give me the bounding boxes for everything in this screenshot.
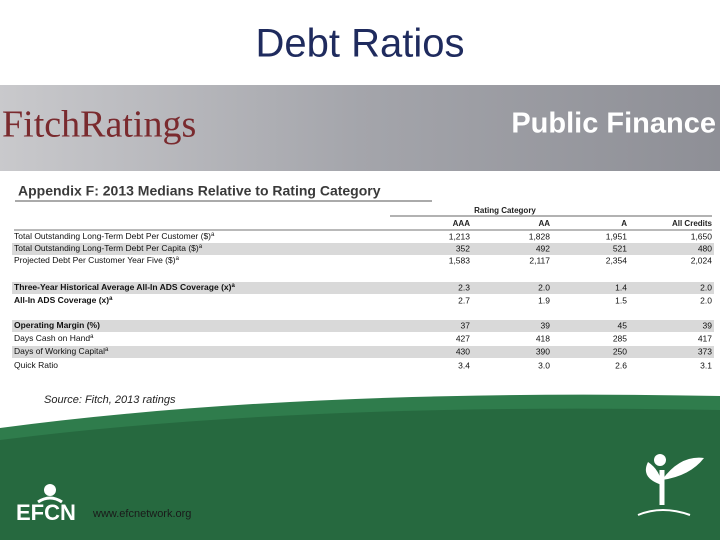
cell: 2.0 bbox=[700, 295, 712, 305]
cell: 2,117 bbox=[529, 255, 550, 265]
cell: 1,951 bbox=[606, 231, 628, 241]
row-label-text: Operating Margin (%) bbox=[14, 320, 100, 330]
slide-title: Debt Ratios bbox=[256, 22, 465, 66]
footnote-mark: a bbox=[231, 283, 235, 289]
cell: 1,583 bbox=[449, 255, 471, 265]
cell: 285 bbox=[613, 333, 627, 343]
row-label: Days of Working Capitala bbox=[14, 346, 109, 356]
cell: 3.1 bbox=[700, 360, 712, 370]
cell: 418 bbox=[536, 333, 550, 343]
logo-icon bbox=[44, 484, 56, 496]
cell: 2.0 bbox=[700, 282, 712, 292]
cell: 39 bbox=[541, 320, 551, 330]
row-label: Quick Ratio bbox=[14, 360, 58, 370]
cell: 2.0 bbox=[538, 282, 550, 292]
table-title: Appendix F: 2013 Medians Relative to Rat… bbox=[18, 183, 381, 199]
row-stripe bbox=[12, 282, 714, 294]
row-label: All-In ADS Coverage (x)a bbox=[14, 295, 113, 305]
cell: 1,213 bbox=[449, 231, 471, 241]
footer-band bbox=[0, 408, 720, 540]
cell: 2.6 bbox=[615, 360, 627, 370]
row-label: Operating Margin (%) bbox=[14, 320, 100, 330]
cell: 2.3 bbox=[458, 282, 470, 292]
cell: 1,828 bbox=[529, 231, 551, 241]
row-label: Projected Debt Per Customer Year Five ($… bbox=[14, 255, 180, 265]
cell: 417 bbox=[698, 333, 712, 343]
plant-icon bbox=[637, 454, 704, 516]
row-stripe bbox=[12, 346, 714, 358]
column-header: AAA bbox=[453, 219, 471, 228]
row-label-text: Days Cash on Hand bbox=[14, 333, 90, 343]
row-label: Total Outstanding Long-Term Debt Per Cap… bbox=[14, 243, 203, 253]
cell: 390 bbox=[536, 346, 550, 356]
footnote-mark: a bbox=[176, 256, 180, 262]
footnote-mark: a bbox=[105, 347, 109, 353]
logo: EFCN bbox=[16, 500, 76, 525]
source: Source: Fitch, 2013 ratings bbox=[44, 394, 176, 406]
cell: 39 bbox=[703, 320, 713, 330]
banner bbox=[0, 85, 720, 171]
cell: 492 bbox=[536, 243, 550, 253]
row-label: Three-Year Historical Average All-In ADS… bbox=[14, 282, 235, 292]
cell: 3.0 bbox=[538, 360, 550, 370]
row-label: Total Outstanding Long-Term Debt Per Cus… bbox=[14, 231, 215, 241]
cell: 2.7 bbox=[458, 295, 470, 305]
cell: 430 bbox=[456, 346, 470, 356]
logo-icon bbox=[37, 496, 63, 504]
cell: 373 bbox=[698, 346, 712, 356]
column-header: AA bbox=[538, 219, 550, 228]
row-label-text: Total Outstanding Long-Term Debt Per Cap… bbox=[14, 243, 199, 253]
url: www.efcnetwork.org bbox=[92, 508, 191, 520]
column-header: A bbox=[621, 219, 627, 228]
cell: 1.5 bbox=[615, 295, 627, 305]
group-header: Rating Category bbox=[474, 206, 536, 215]
footnote-mark: a bbox=[109, 296, 113, 302]
cell: 1,650 bbox=[691, 231, 713, 241]
cell: 3.4 bbox=[458, 360, 470, 370]
brand: FitchRatings bbox=[2, 104, 196, 146]
row-label-text: Three-Year Historical Average All-In ADS… bbox=[14, 282, 232, 292]
cell: 45 bbox=[618, 320, 628, 330]
cell: 352 bbox=[456, 243, 470, 253]
cell: 480 bbox=[698, 243, 712, 253]
banner-section: Public Finance bbox=[511, 108, 716, 140]
footnote-mark: a bbox=[211, 232, 215, 238]
footnote-mark: a bbox=[199, 244, 203, 250]
cell: 37 bbox=[461, 320, 471, 330]
column-header: All Credits bbox=[672, 219, 713, 228]
cell: 250 bbox=[613, 346, 627, 356]
row-label-text: All-In ADS Coverage (x) bbox=[14, 295, 109, 305]
row-label-text: Days of Working Capital bbox=[14, 346, 105, 356]
row-stripe bbox=[12, 243, 714, 255]
cell: 1.9 bbox=[538, 295, 550, 305]
cell: 521 bbox=[613, 243, 627, 253]
footnote-mark: a bbox=[90, 334, 94, 340]
row-label-text: Projected Debt Per Customer Year Five ($… bbox=[14, 255, 176, 265]
row-label-text: Quick Ratio bbox=[14, 360, 58, 370]
cell: 2,024 bbox=[691, 255, 713, 265]
cell: 1.4 bbox=[615, 282, 627, 292]
row-stripe bbox=[12, 320, 714, 332]
row-label: Days Cash on Handa bbox=[14, 333, 94, 343]
row-label-text: Total Outstanding Long-Term Debt Per Cus… bbox=[14, 231, 211, 241]
cell: 427 bbox=[456, 333, 470, 343]
cell: 2,354 bbox=[606, 255, 628, 265]
